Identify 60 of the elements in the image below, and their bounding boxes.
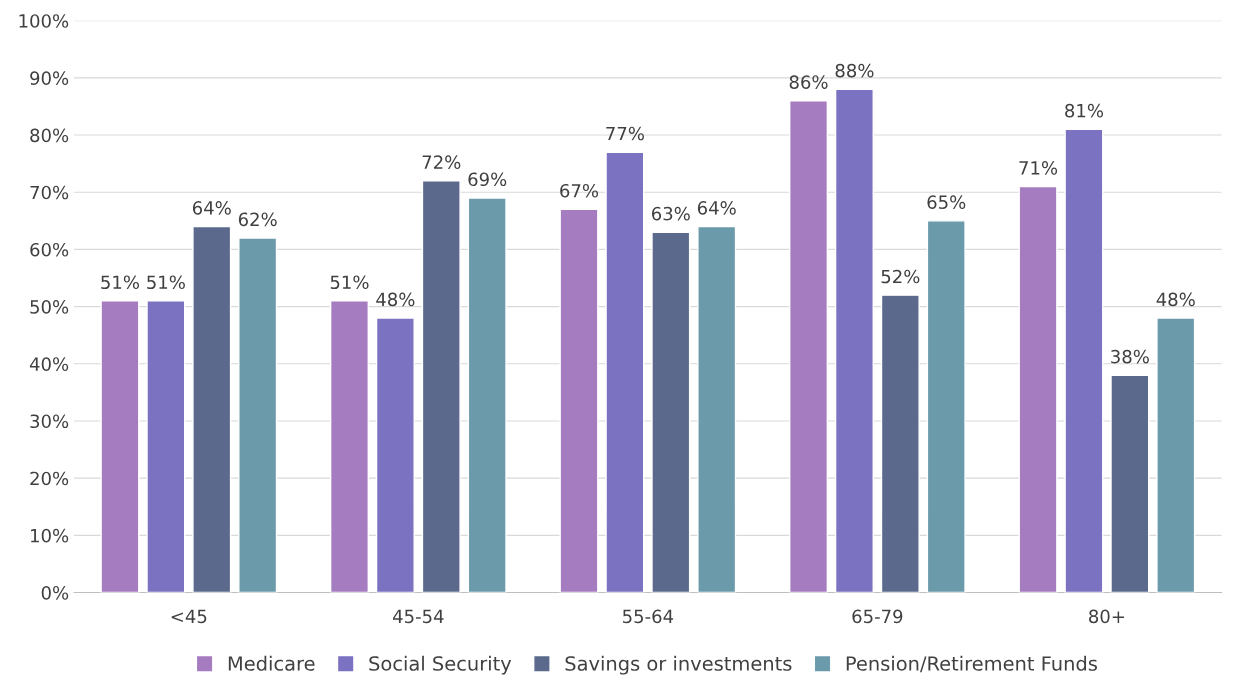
bar — [467, 197, 507, 593]
data-label: 51% — [147, 275, 185, 290]
bar — [192, 225, 232, 593]
bar — [605, 151, 645, 593]
data-label: 65% — [927, 195, 966, 209]
bar — [880, 294, 920, 593]
legend-label: Pension/Retirement Funds — [846, 655, 1097, 673]
data-label: 71% — [1019, 161, 1058, 175]
data-label: 69% — [468, 172, 507, 187]
legend-label: Savings or investments — [565, 655, 792, 675]
bar — [1156, 317, 1196, 593]
bar — [834, 88, 874, 593]
data-label: 63% — [652, 206, 690, 221]
data-label: 38% — [1111, 349, 1149, 364]
y-tick-label: 10% — [31, 528, 69, 543]
bar — [1064, 128, 1104, 593]
x-tick-label: <45 — [171, 609, 207, 624]
x-tick-label: 80+ — [1089, 609, 1125, 624]
bar — [375, 317, 415, 593]
data-label: 72% — [422, 155, 461, 169]
bar — [1110, 374, 1150, 593]
bar — [1018, 185, 1058, 593]
y-tick-label: 50% — [30, 300, 69, 314]
data-label: 64% — [697, 201, 736, 215]
x-tick-label: 55-64 — [623, 609, 674, 624]
data-label: 62% — [238, 212, 277, 227]
data-label: 88% — [835, 63, 874, 78]
y-tick-label: 70% — [30, 185, 69, 200]
legend-label: Medicare — [228, 655, 315, 671]
bar — [238, 237, 278, 593]
data-label: 48% — [376, 292, 415, 307]
data-label: 64% — [192, 201, 231, 215]
bar — [651, 231, 691, 593]
y-tick-label: 60% — [30, 242, 69, 257]
bar — [789, 100, 829, 593]
y-tick-label: 80% — [30, 128, 69, 143]
bar — [926, 220, 966, 593]
y-tick-label: 30% — [30, 414, 69, 429]
data-label: 48% — [1156, 292, 1195, 307]
data-label: 51% — [330, 275, 369, 290]
data-label: 77% — [606, 126, 644, 141]
data-label: 51% — [101, 275, 140, 290]
y-tick-label: 40% — [29, 357, 69, 371]
data-label: 67% — [560, 183, 599, 198]
bar — [146, 300, 186, 593]
bar — [697, 225, 737, 593]
y-tick-label: 90% — [30, 71, 69, 85]
bar — [100, 300, 140, 593]
y-tick-label: 0% — [41, 586, 69, 600]
bar — [559, 208, 599, 593]
bar — [421, 180, 461, 593]
bar — [329, 300, 369, 593]
data-label: 52% — [881, 269, 920, 284]
x-tick-label: 45-54 — [392, 609, 444, 624]
data-label: 81% — [1065, 103, 1104, 118]
legend-label: Social Security — [369, 655, 512, 675]
y-tick-label: 20% — [30, 471, 69, 486]
y-tick-label: 100% — [19, 14, 69, 28]
data-label: 86% — [789, 75, 828, 89]
x-tick-label: 65-79 — [852, 609, 903, 624]
